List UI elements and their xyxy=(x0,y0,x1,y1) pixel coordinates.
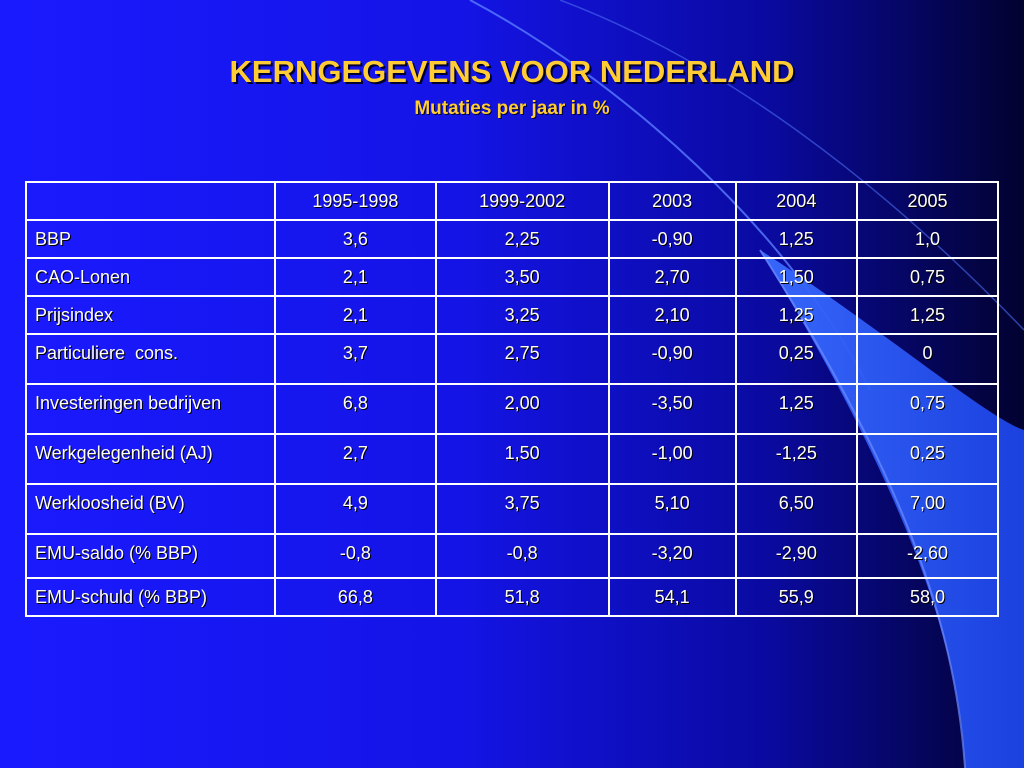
table-cell: 3,6 xyxy=(273,219,437,259)
table-row: Prijsindex 2,1 3,25 2,10 1,25 1,25 xyxy=(25,295,1000,335)
table-cell: 0,25 xyxy=(734,333,858,385)
row-label: Investeringen bedrijven xyxy=(25,383,276,435)
table-cell: 2,1 xyxy=(273,295,437,335)
table-cell: 1,25 xyxy=(734,383,858,435)
table-cell: -1,25 xyxy=(734,433,858,485)
table-cell: 66,8 xyxy=(273,577,437,617)
table-cell: 1,0 xyxy=(855,219,1000,259)
table-cell: 3,75 xyxy=(434,483,610,535)
page-subtitle: Mutaties per jaar in % xyxy=(414,98,610,119)
table-cell: -0,90 xyxy=(607,333,737,385)
page-title: KERNGEGEVENS VOOR NEDERLAND xyxy=(229,54,795,89)
row-label: EMU-saldo (% BBP) xyxy=(25,533,276,579)
table-cell: 0,75 xyxy=(855,383,1000,435)
table-row: Investeringen bedrijven 6,8 2,00 -3,50 1… xyxy=(25,383,1000,435)
table-row: Particuliere cons. 3,7 2,75 -0,90 0,25 0 xyxy=(25,333,1000,385)
table-cell: -0,8 xyxy=(273,533,437,579)
table-cell: 3,50 xyxy=(434,257,610,297)
header-cell: 1995-1998 xyxy=(273,181,437,221)
table-cell: 51,8 xyxy=(434,577,610,617)
table-cell: 2,25 xyxy=(434,219,610,259)
table-cell: 1,25 xyxy=(734,219,858,259)
header-cell: 2003 xyxy=(607,181,737,221)
row-label: EMU-schuld (% BBP) xyxy=(25,577,276,617)
table-cell: 0,75 xyxy=(855,257,1000,297)
table-row: Werkloosheid (BV) 4,9 3,75 5,10 6,50 7,0… xyxy=(25,483,1000,535)
table-cell: 1,25 xyxy=(855,295,1000,335)
table-cell: -3,20 xyxy=(607,533,737,579)
header-cell: 2005 xyxy=(855,181,1000,221)
row-label: Particuliere cons. xyxy=(25,333,276,385)
table-cell: -2,60 xyxy=(855,533,1000,579)
table-cell: 4,9 xyxy=(273,483,437,535)
table-cell: 1,50 xyxy=(434,433,610,485)
table-cell: 58,0 xyxy=(855,577,1000,617)
table-cell: 0 xyxy=(855,333,1000,385)
row-label: CAO-Lonen xyxy=(25,257,276,297)
data-table: 1995-1998 1999-2002 2003 2004 2005 BBP 3… xyxy=(25,181,1000,617)
table-header-row: 1995-1998 1999-2002 2003 2004 2005 xyxy=(25,181,1000,221)
table-row: Werkgelegenheid (AJ) 2,7 1,50 -1,00 -1,2… xyxy=(25,433,1000,485)
table-cell: 2,1 xyxy=(273,257,437,297)
table-cell: 3,25 xyxy=(434,295,610,335)
table-row: EMU-saldo (% BBP) -0,8 -0,8 -3,20 -2,90 … xyxy=(25,533,1000,579)
table-cell: 7,00 xyxy=(855,483,1000,535)
header-cell: 1999-2002 xyxy=(434,181,610,221)
table-cell: -3,50 xyxy=(607,383,737,435)
table-cell: -0,90 xyxy=(607,219,737,259)
table-cell: 55,9 xyxy=(734,577,858,617)
table-cell: 2,00 xyxy=(434,383,610,435)
row-label: Prijsindex xyxy=(25,295,276,335)
table-cell: 3,7 xyxy=(273,333,437,385)
table-cell: 6,8 xyxy=(273,383,437,435)
table-cell: 2,7 xyxy=(273,433,437,485)
table-cell: 1,25 xyxy=(734,295,858,335)
table-cell: 6,50 xyxy=(734,483,858,535)
table-row: EMU-schuld (% BBP) 66,8 51,8 54,1 55,9 5… xyxy=(25,577,1000,617)
table-cell: 1,50 xyxy=(734,257,858,297)
row-label: Werkloosheid (BV) xyxy=(25,483,276,535)
header-cell: 2004 xyxy=(734,181,858,221)
table-row: CAO-Lonen 2,1 3,50 2,70 1,50 0,75 xyxy=(25,257,1000,297)
table-cell: -2,90 xyxy=(734,533,858,579)
table-cell: -1,00 xyxy=(607,433,737,485)
row-label: Werkgelegenheid (AJ) xyxy=(25,433,276,485)
table-cell: 0,25 xyxy=(855,433,1000,485)
table-cell: 2,70 xyxy=(607,257,737,297)
table-cell: 54,1 xyxy=(607,577,737,617)
table-cell: 5,10 xyxy=(607,483,737,535)
table-row: BBP 3,6 2,25 -0,90 1,25 1,0 xyxy=(25,219,1000,259)
table-cell: 2,10 xyxy=(607,295,737,335)
header-cell xyxy=(25,181,276,221)
table-cell: 2,75 xyxy=(434,333,610,385)
row-label: BBP xyxy=(25,219,276,259)
table-cell: -0,8 xyxy=(434,533,610,579)
